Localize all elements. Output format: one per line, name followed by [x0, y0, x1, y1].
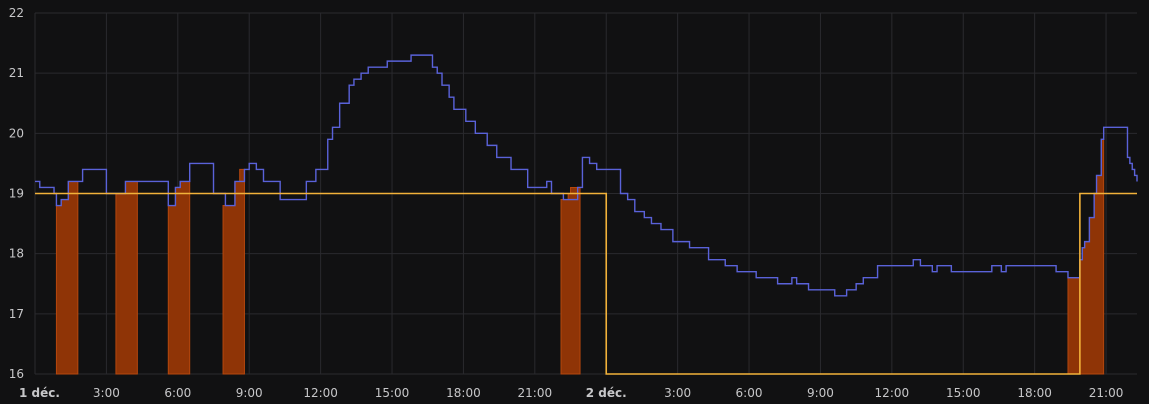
x-tick-label-9: 3:00	[664, 386, 691, 400]
heating-bar-4	[560, 186, 581, 375]
x-tick-label-15: 21:00	[1089, 386, 1124, 400]
y-tick-label-1: 17	[9, 307, 24, 321]
x-tick-label-2: 6:00	[164, 386, 191, 400]
heating-bar-3	[222, 168, 245, 375]
x-tick-label-13: 15:00	[946, 386, 981, 400]
x-tick-label-4: 12:00	[303, 386, 338, 400]
y-tick-label-6: 22	[9, 6, 24, 20]
y-tick-label-3: 19	[9, 187, 24, 201]
x-tick-label-6: 18:00	[446, 386, 481, 400]
y-tick-label-5: 21	[9, 66, 24, 80]
heating-bar-1	[115, 180, 138, 375]
x-tick-label-3: 9:00	[236, 386, 263, 400]
x-tick-label-5: 15:00	[375, 386, 410, 400]
x-axis-ticks: 1 déc. 3:00 6:00 9:00 12:00 15:00 18:00 21:00 2 …	[19, 386, 1123, 400]
series-lines	[35, 54, 1138, 375]
temperature-series-line	[35, 54, 1138, 297]
x-tick-label-11: 9:00	[807, 386, 834, 400]
x-tick-label-10: 6:00	[736, 386, 763, 400]
heating-bar-5	[1067, 138, 1105, 375]
y-tick-label-2: 18	[9, 247, 24, 261]
heating-bar-0	[55, 180, 79, 375]
x-tick-label-12: 12:00	[875, 386, 910, 400]
x-tick-label-14: 18:00	[1017, 386, 1052, 400]
y-tick-label-4: 20	[9, 126, 24, 140]
x-tick-label-0: 1 déc.	[19, 386, 60, 400]
x-tick-label-7: 21:00	[518, 386, 553, 400]
x-tick-label-8: 2 déc.	[586, 386, 627, 400]
setpoint-series-line	[35, 192, 1137, 375]
y-axis-ticks: 16 17 18 19 20 21 22	[9, 6, 24, 381]
x-tick-label-1: 3:00	[93, 386, 120, 400]
y-tick-label-0: 16	[9, 367, 24, 381]
heating-bar-2	[167, 180, 191, 375]
